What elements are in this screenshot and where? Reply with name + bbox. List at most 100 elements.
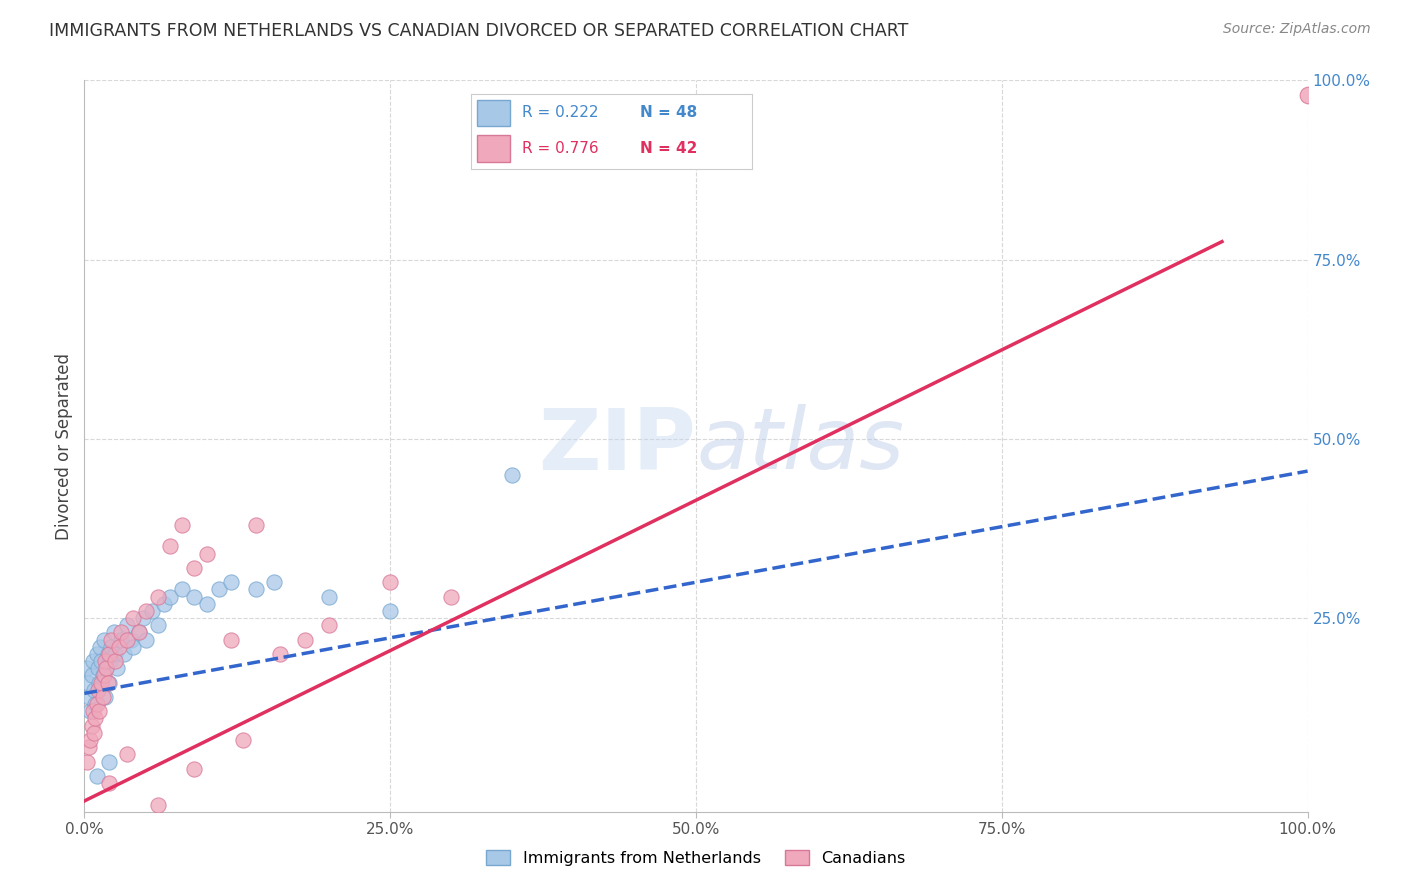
Point — [172, 582, 194, 597]
Point — [141, 604, 163, 618]
Point — [263, 575, 285, 590]
Text: R = 0.776: R = 0.776 — [522, 141, 598, 156]
Point — [100, 640, 122, 654]
Point — [80, 719, 103, 733]
Point — [115, 747, 138, 762]
Point — [98, 654, 121, 668]
Point — [107, 640, 129, 654]
Point — [318, 590, 340, 604]
Point — [93, 668, 115, 682]
Point — [380, 575, 402, 590]
Point — [79, 704, 101, 718]
Point — [195, 597, 218, 611]
Point — [440, 590, 463, 604]
Text: atlas: atlas — [696, 404, 904, 488]
Point — [90, 675, 112, 690]
Point — [83, 682, 105, 697]
Point — [97, 675, 120, 690]
Point — [159, 540, 181, 554]
Point — [195, 547, 218, 561]
Point — [96, 661, 118, 675]
Point — [80, 668, 103, 682]
Point — [219, 575, 242, 590]
Text: Source: ZipAtlas.com: Source: ZipAtlas.com — [1223, 22, 1371, 37]
Point — [83, 726, 105, 740]
Point — [146, 618, 169, 632]
Y-axis label: Divorced or Separated: Divorced or Separated — [55, 352, 73, 540]
Point — [104, 647, 127, 661]
Point — [183, 590, 205, 604]
Point — [87, 661, 110, 675]
Point — [77, 675, 100, 690]
Point — [120, 632, 142, 647]
Point — [94, 654, 117, 668]
Point — [104, 654, 127, 668]
Point — [122, 611, 145, 625]
Point — [232, 733, 254, 747]
Point — [94, 690, 117, 704]
Point — [103, 625, 125, 640]
Point — [93, 632, 115, 647]
Point — [86, 769, 108, 783]
Point — [146, 797, 169, 812]
Point — [132, 611, 155, 625]
Point — [87, 682, 110, 697]
Point — [122, 640, 145, 654]
Point — [146, 590, 169, 604]
Point — [128, 625, 150, 640]
Point — [84, 711, 107, 725]
Point — [91, 668, 114, 682]
Point — [172, 517, 194, 532]
Point — [245, 517, 267, 532]
Point — [97, 675, 120, 690]
Point — [87, 704, 110, 718]
Point — [79, 733, 101, 747]
Legend: Immigrants from Netherlands, Canadians: Immigrants from Netherlands, Canadians — [486, 850, 905, 866]
Point — [76, 661, 98, 675]
Point — [318, 618, 340, 632]
Point — [86, 647, 108, 661]
Text: N = 48: N = 48 — [640, 105, 697, 120]
Point — [84, 697, 107, 711]
Point — [97, 776, 120, 790]
Point — [135, 632, 157, 647]
Text: IMMIGRANTS FROM NETHERLANDS VS CANADIAN DIVORCED OR SEPARATED CORRELATION CHART: IMMIGRANTS FROM NETHERLANDS VS CANADIAN … — [49, 22, 908, 40]
Point — [91, 690, 114, 704]
Point — [269, 647, 291, 661]
Point — [77, 740, 100, 755]
Point — [112, 647, 135, 661]
Text: N = 42: N = 42 — [640, 141, 697, 156]
Point — [183, 561, 205, 575]
Point — [110, 625, 132, 640]
Text: R = 0.222: R = 0.222 — [522, 105, 598, 120]
Point — [135, 604, 157, 618]
Point — [105, 661, 128, 675]
Point — [82, 704, 104, 718]
Point — [76, 755, 98, 769]
FancyBboxPatch shape — [477, 100, 510, 127]
Point — [159, 590, 181, 604]
Point — [380, 604, 402, 618]
Point — [97, 647, 120, 661]
Point — [219, 632, 242, 647]
Point — [115, 632, 138, 647]
Point — [100, 632, 122, 647]
Point — [245, 582, 267, 597]
Point — [115, 618, 138, 632]
Point — [77, 690, 100, 704]
Point — [502, 467, 524, 482]
Point — [128, 625, 150, 640]
Point — [90, 654, 112, 668]
Point — [1296, 87, 1319, 102]
Point — [183, 762, 205, 776]
Point — [82, 654, 104, 668]
Point — [208, 582, 231, 597]
Point — [153, 597, 176, 611]
Point — [97, 647, 120, 661]
Point — [89, 640, 111, 654]
FancyBboxPatch shape — [477, 136, 510, 161]
Point — [86, 697, 108, 711]
Point — [87, 675, 110, 690]
Point — [97, 755, 120, 769]
Point — [294, 632, 316, 647]
